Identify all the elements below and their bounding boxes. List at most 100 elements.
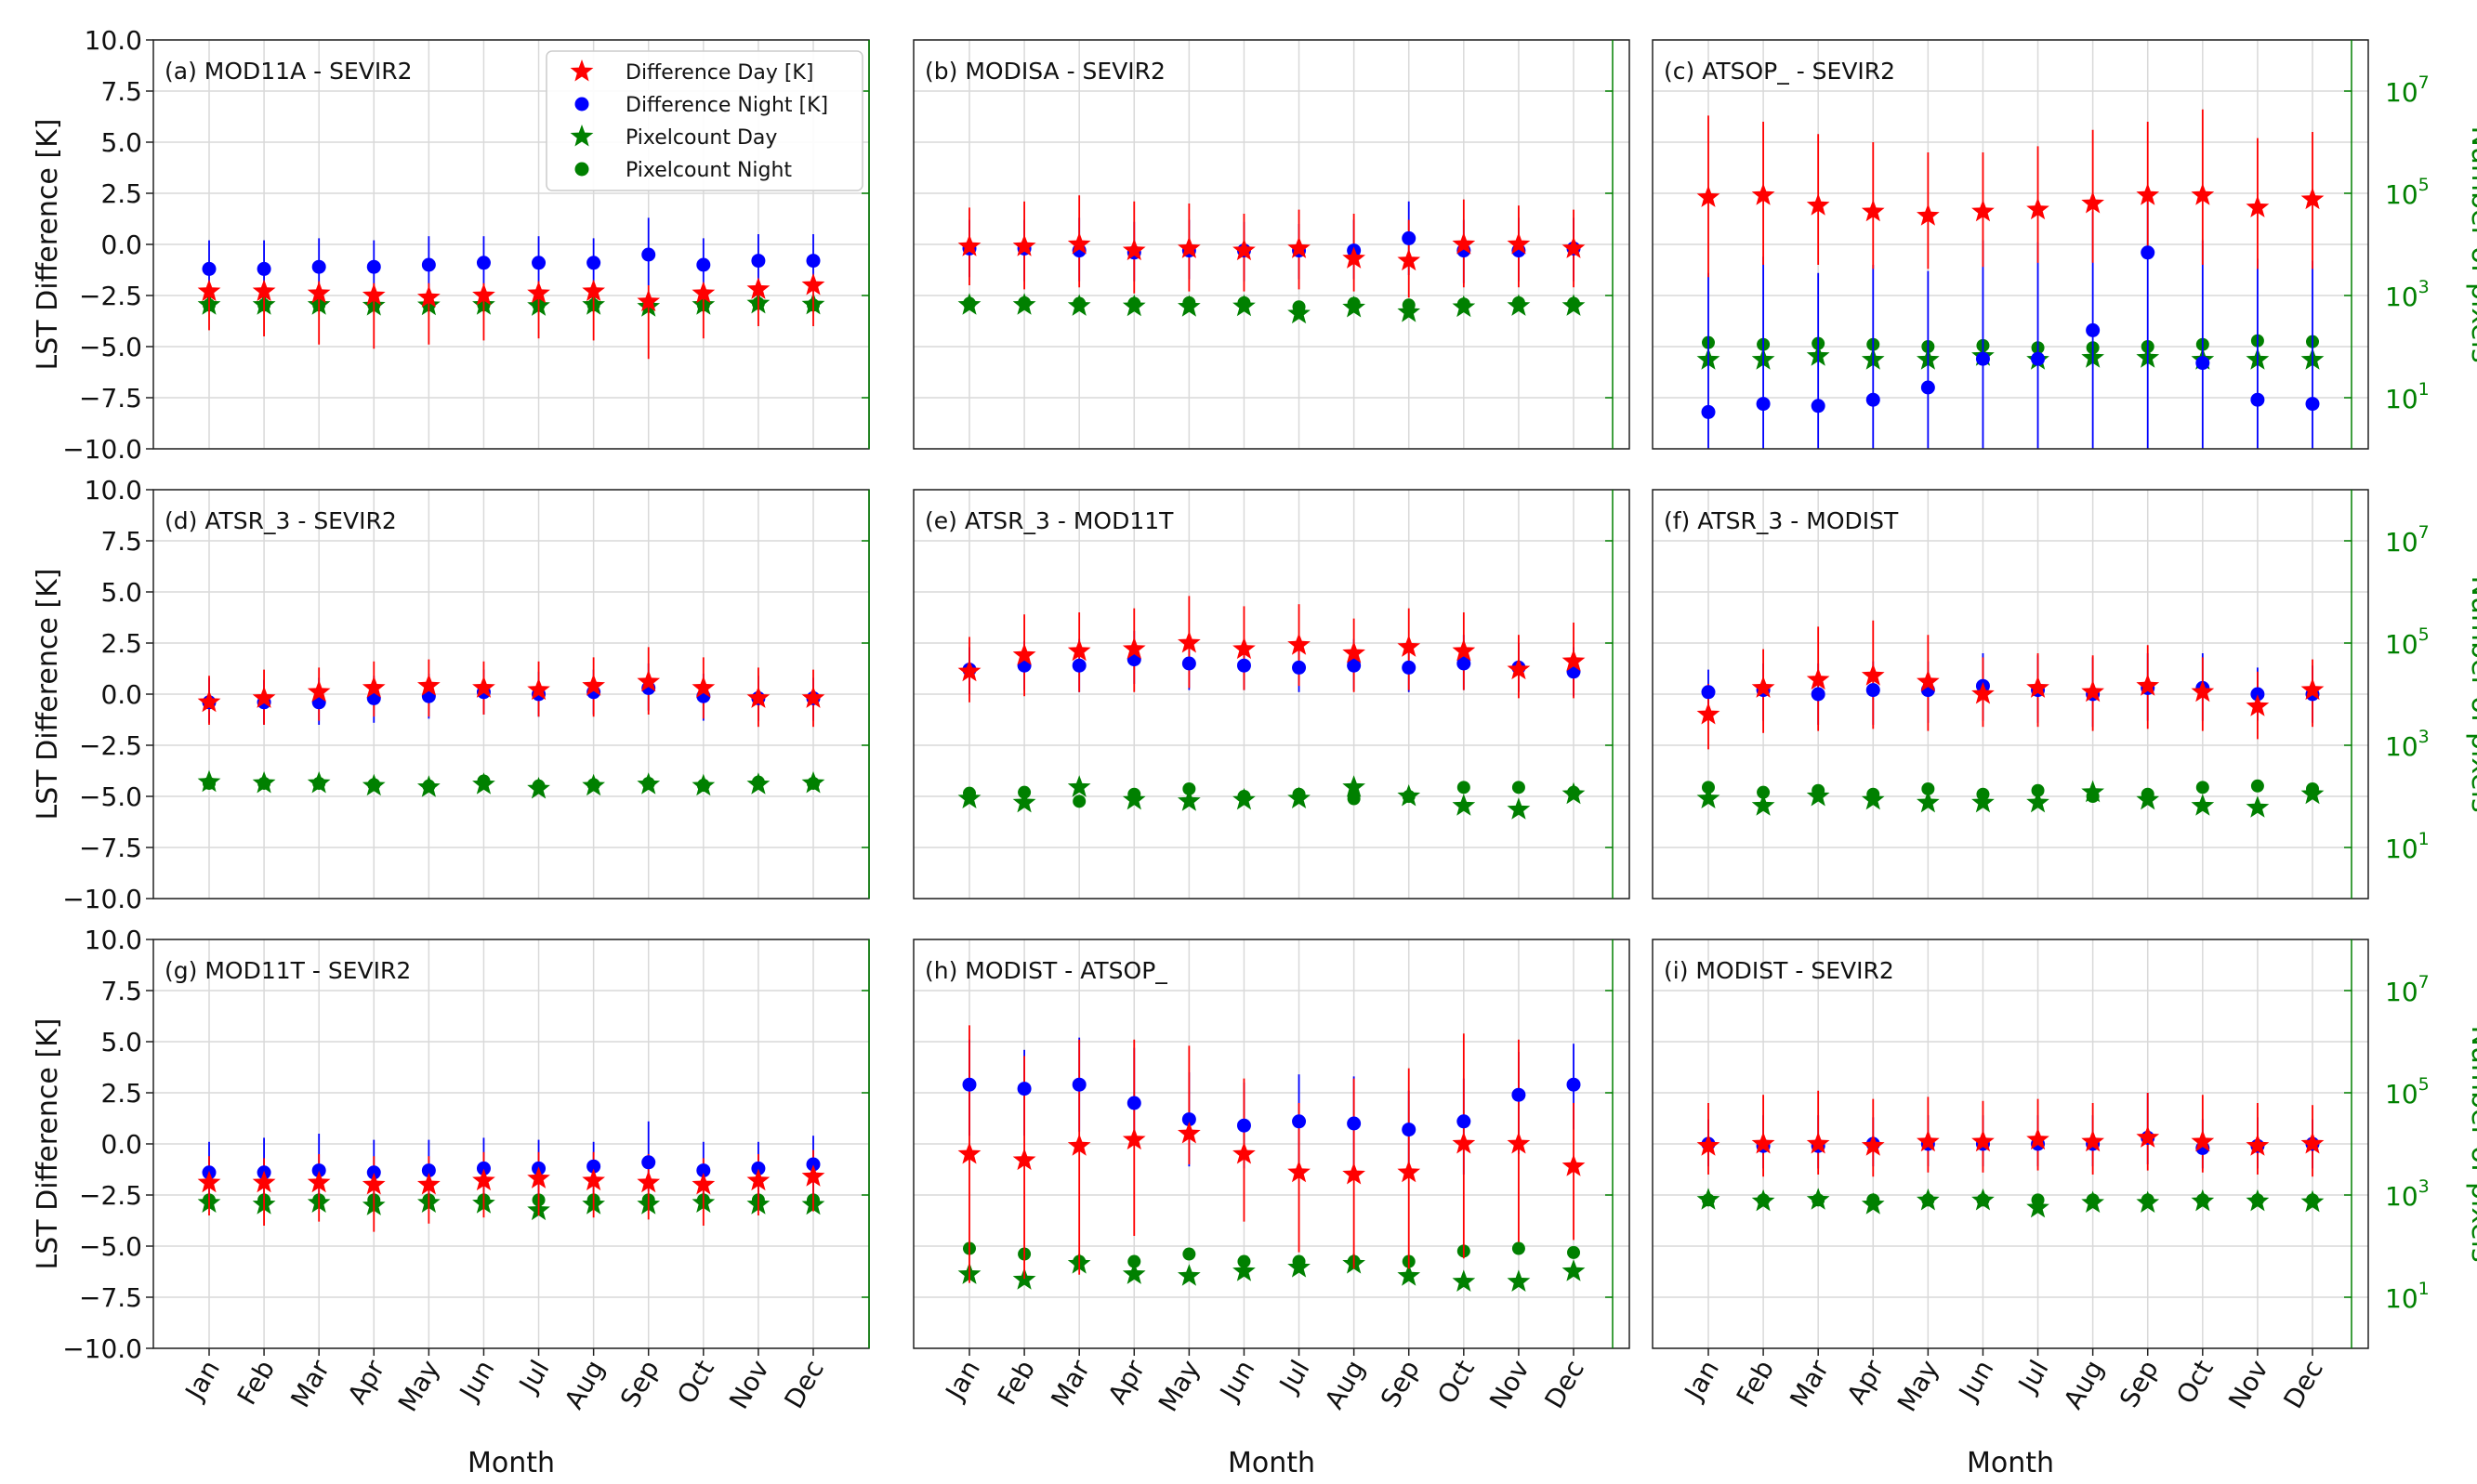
difference-night-point <box>2305 397 2320 412</box>
difference-day-point <box>1507 1132 1531 1154</box>
pixelcount-day-point <box>1561 1259 1586 1281</box>
pixelcount-day-point <box>1067 294 1091 316</box>
difference-day-point <box>1232 1142 1256 1164</box>
difference-day-point <box>527 281 550 304</box>
pixelcount-day-point <box>1561 781 1586 805</box>
difference-day-point <box>2191 183 2215 205</box>
pixelcount-night-point <box>1182 781 1196 795</box>
difference-day-point <box>1122 1127 1146 1150</box>
pixelcount-day-point <box>1287 786 1311 808</box>
difference-day-point <box>801 686 825 708</box>
x-tick-label: Apr <box>342 1355 391 1410</box>
pixelcount-day-point <box>1917 790 1940 813</box>
difference-day-point <box>1751 676 1775 698</box>
pixelcount-day-point <box>2246 795 2270 818</box>
y-tick-label: −2.5 <box>79 730 142 761</box>
difference-night-point <box>751 254 766 269</box>
difference-day-point <box>472 676 495 698</box>
difference-night-point <box>257 261 271 276</box>
x-tick-label: Jul <box>512 1355 555 1399</box>
x-tick-label: May <box>1153 1355 1206 1417</box>
difference-day-point <box>1178 236 1201 258</box>
legend-entry: Pixelcount Day <box>626 126 777 150</box>
subplot-6: (f) ATSR_3 - MODIST 107 105 103 101 Number of… <box>1652 489 2477 900</box>
difference-night-point <box>962 1077 977 1092</box>
pixelcount-day-point <box>1751 1189 1775 1212</box>
plot-frame <box>913 489 1630 900</box>
legend-dot-marker <box>574 162 589 177</box>
difference-night-point <box>1402 230 1416 245</box>
difference-day-point <box>582 279 605 302</box>
x-tick-label: Jun <box>1952 1355 1999 1407</box>
difference-night-point <box>1236 658 1251 673</box>
difference-day-point <box>2026 676 2049 698</box>
difference-day-point <box>1397 1160 1421 1183</box>
difference-day-point <box>307 281 331 304</box>
x-tick-label: Oct <box>2170 1355 2220 1409</box>
pixelcount-night-point <box>1073 795 1087 808</box>
difference-day-point <box>527 1166 550 1189</box>
difference-day-point <box>2191 1129 2215 1152</box>
difference-night-point <box>1017 1082 1032 1097</box>
difference-day-point <box>472 283 495 306</box>
difference-day-point <box>1178 631 1201 653</box>
pixelcount-day-point <box>1287 1255 1311 1278</box>
y-tick-label: −2.5 <box>79 1180 142 1211</box>
pixelcount-day-point <box>2191 794 2215 816</box>
pixelcount-day-point <box>2026 790 2049 813</box>
pixelcount-day-point <box>197 769 221 793</box>
subplot-title: (c) ATSOP_ - SEVIR2 <box>1664 58 1895 85</box>
y-tick-label: 0.0 <box>100 679 142 710</box>
difference-day-point <box>1806 193 1830 216</box>
difference-night-point <box>1292 660 1307 675</box>
x-tick-label: Nov <box>2222 1355 2274 1414</box>
x-tick-label: Aug <box>559 1355 611 1414</box>
count-tick-label: 105 <box>2385 175 2430 210</box>
difference-day-point <box>582 674 605 696</box>
pixelcount-day-point <box>957 293 982 315</box>
x-tick-label: Dec <box>2277 1355 2329 1413</box>
pixelcount-day-point <box>2081 1190 2104 1213</box>
difference-night-point <box>2141 245 2155 260</box>
x-tick-label: Mar <box>284 1355 336 1413</box>
legend: Difference Day [K] Difference Night [K] Pi… <box>546 50 863 191</box>
difference-day-point <box>1806 1132 1830 1154</box>
y-tick-label: 5.0 <box>100 577 142 608</box>
difference-day-point <box>582 1168 605 1191</box>
difference-night-point <box>1811 687 1825 702</box>
count-tick-label: 101 <box>2385 829 2430 864</box>
y-tick-label: 10.0 <box>85 25 142 56</box>
difference-day-point <box>957 1142 982 1164</box>
x-tick-label: Apr <box>1841 1355 1891 1410</box>
difference-day-point <box>1012 1148 1036 1171</box>
pixelcount-day-point <box>1452 794 1476 816</box>
difference-day-point <box>1561 236 1586 258</box>
x-tick-label: Mar <box>1045 1355 1096 1413</box>
difference-day-point <box>1561 649 1586 672</box>
pixelcount-day-point <box>1861 1192 1885 1215</box>
difference-day-point <box>527 677 550 701</box>
difference-day-point <box>1696 185 1720 207</box>
y-tick-label: −7.5 <box>79 383 142 414</box>
y-tick-label: 10.0 <box>85 475 142 506</box>
difference-day-point <box>1067 638 1091 662</box>
difference-day-point <box>1971 682 1995 704</box>
difference-day-point <box>1452 1132 1476 1154</box>
pixelcount-day-point <box>1012 790 1036 813</box>
plot-frame <box>1652 939 2369 1349</box>
pixelcount-day-point <box>1452 1269 1476 1292</box>
pixelcount-day-point <box>1122 787 1146 810</box>
pixelcount-day-point <box>2191 1189 2215 1212</box>
difference-day-point <box>1122 238 1146 261</box>
difference-day-point <box>1232 637 1256 660</box>
count-tick-label: 105 <box>2385 1074 2430 1110</box>
difference-night-point <box>476 1161 491 1175</box>
difference-day-point <box>1751 183 1775 205</box>
difference-day-point <box>1452 638 1476 662</box>
difference-day-point <box>252 279 276 302</box>
difference-day-point <box>2136 674 2160 696</box>
difference-night-point <box>202 261 217 276</box>
subplot-title: (e) ATSR_3 - MOD11T <box>925 507 1174 534</box>
subplot-title: (f) ATSR_3 - MODIST <box>1664 507 1899 534</box>
pixelcount-day-point <box>1751 794 1775 816</box>
